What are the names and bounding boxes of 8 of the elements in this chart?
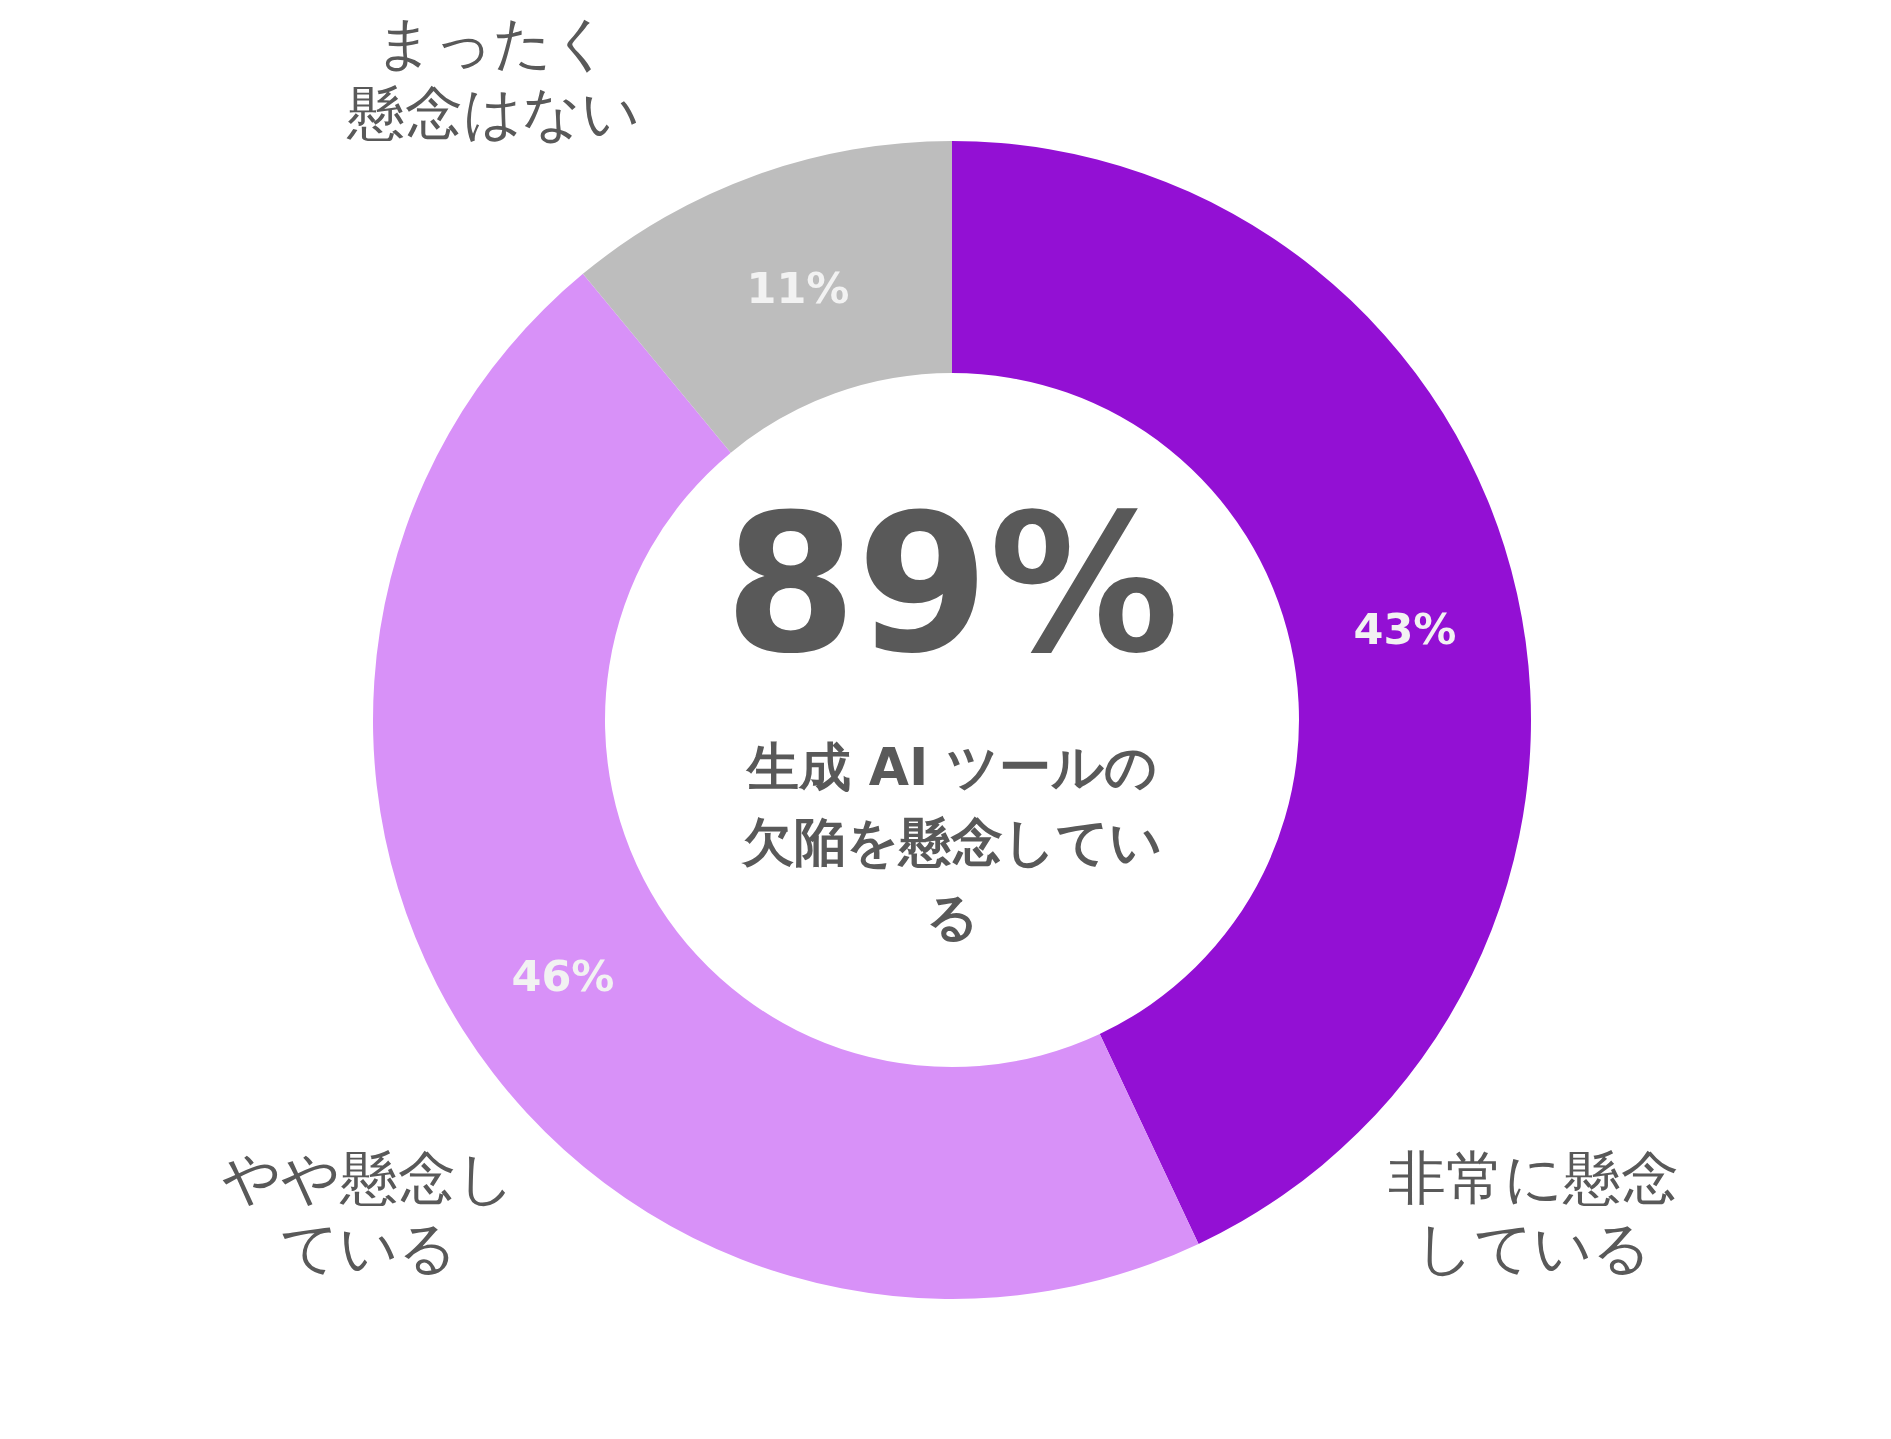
data-label: 46% — [511, 951, 615, 1001]
slice-label: まったく懸念はない — [345, 9, 640, 147]
donut-slice — [582, 141, 952, 453]
text: 89% — [724, 474, 1180, 695]
slice-label: 非常に懸念している — [1387, 1144, 1679, 1282]
slice-label: やや懸念している — [221, 1144, 515, 1282]
data-label: 43% — [1353, 604, 1457, 654]
text: 生成 AI ツールの欠陥を懸念している — [741, 737, 1162, 947]
